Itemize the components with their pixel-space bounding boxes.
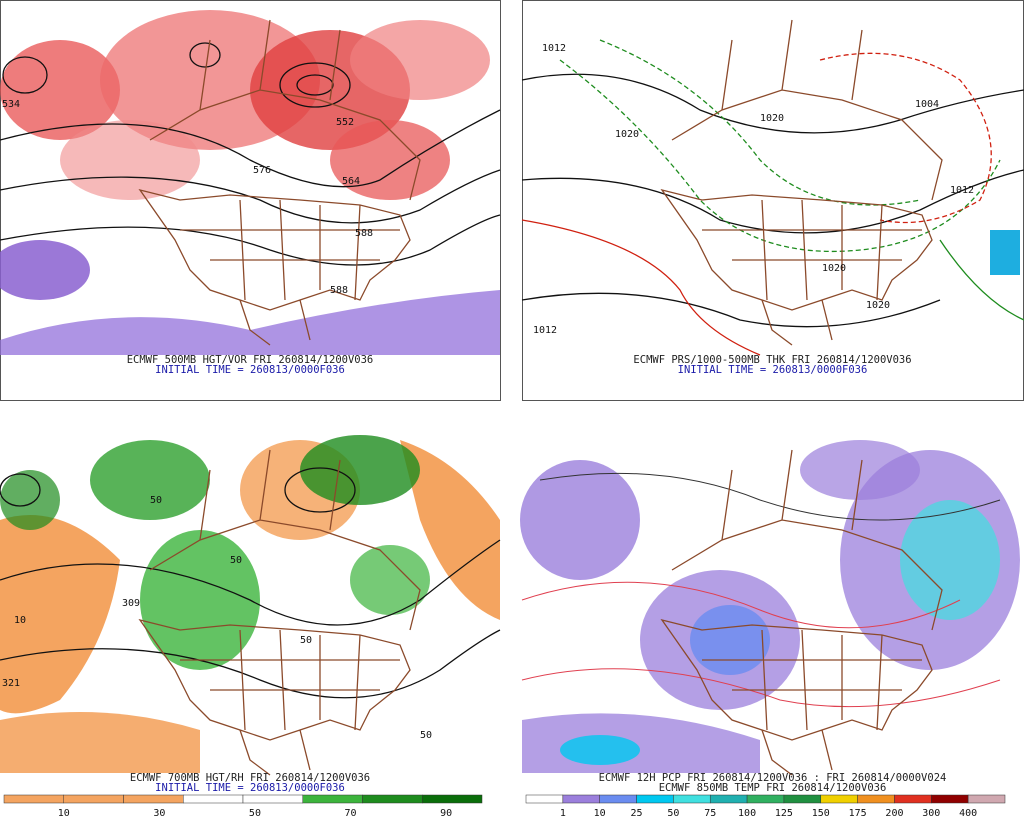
vorticity-fill (0, 10, 500, 355)
caption: ECMWF 500MB HGT/VOR FRI 260814/1200V036 (127, 354, 374, 366)
subcaption: INITIAL TIME = 260813/0000F036 (678, 364, 868, 376)
colorbar-label: 100 (738, 808, 756, 819)
contour-label: 309 (122, 598, 140, 609)
colorbar-swatch (894, 794, 932, 804)
caption: ECMWF 700MB HGT/RH FRI 260814/1200V036 (130, 772, 370, 784)
subcaption: ECMWF 850MB TEMP FRI 260814/1200V036 (659, 782, 887, 794)
contour-label: 321 (2, 678, 20, 689)
colorbar-label: 150 (812, 808, 830, 819)
panel-pressure (521, 0, 1024, 401)
contour-label: 1020 (822, 263, 846, 274)
subcaption: INITIAL TIME = 260813/0000F036 (155, 782, 345, 794)
colorbar-swatch (242, 794, 303, 804)
colorbar-swatch (709, 794, 748, 804)
colorbar-label: 300 (922, 808, 940, 819)
contour-label: 50 (150, 495, 162, 506)
caption: ECMWF PRS/1000-500MB THK FRI 260814/1200… (633, 354, 911, 366)
colorbar-swatch (362, 794, 423, 804)
colorbar-label: 10 (594, 808, 606, 819)
contour-label: 1020 (615, 129, 639, 140)
colorbar-swatch (636, 794, 674, 804)
height-contours (0, 467, 501, 699)
colorbar-swatch (123, 794, 184, 804)
contour-label: 1020 (760, 113, 784, 124)
colorbar-label: 70 (345, 808, 357, 819)
colorbar-label: 125 (775, 808, 793, 819)
colorbar-label: 1 (560, 808, 566, 819)
colorbar-label: 10 (58, 808, 70, 819)
colorbar-swatch (857, 794, 895, 804)
colorbar-label: 50 (249, 808, 261, 819)
contour-label: 588 (355, 228, 373, 239)
colorbar-label: 75 (704, 808, 716, 819)
contour-label: 1012 (950, 185, 974, 196)
panel-precip (520, 440, 1020, 776)
colorbar-swatch (746, 794, 785, 804)
contour-label: 50 (420, 730, 432, 741)
contour-label: 1012 (542, 43, 566, 54)
colorbar-swatch (63, 794, 124, 804)
panel-rh (0, 435, 501, 776)
subcaption: INITIAL TIME = 260813/0000F036 (155, 364, 345, 376)
colorbar-swatch (562, 794, 600, 804)
temp-contours (521, 472, 1001, 708)
precip-mark (990, 230, 1020, 275)
panel-vorticity (0, 0, 501, 401)
colorbar-label: 400 (959, 808, 977, 819)
colorbar-label: 50 (667, 808, 679, 819)
colorbar-label: 90 (440, 808, 452, 819)
height-contours (0, 42, 501, 266)
contour-label: 576 (253, 165, 271, 176)
colorbar-swatch (3, 794, 64, 804)
contour-label: 50 (300, 635, 312, 646)
colorbar-swatch (422, 794, 483, 804)
colorbar-swatch (525, 794, 564, 804)
colorbar-swatch (783, 794, 822, 804)
colorbar-label: 30 (153, 808, 165, 819)
rh-fill (0, 435, 500, 773)
colorbar-swatch (673, 794, 711, 804)
colorbar-swatch (183, 794, 244, 804)
contour-label: 564 (342, 176, 360, 187)
colorbar-swatch (967, 794, 1006, 804)
contour-label: 10 (14, 615, 26, 626)
colorbar-label: 175 (849, 808, 867, 819)
contour-label: 1020 (866, 300, 890, 311)
colorbar-swatch (302, 794, 363, 804)
contour-label: 552 (336, 117, 354, 128)
colorbar-label: 200 (885, 808, 903, 819)
contour-label: 588 (330, 285, 348, 296)
colorbar-swatch (931, 794, 969, 804)
colorbar-swatch (820, 794, 858, 804)
caption: ECMWF 12H PCP FRI 260814/1200V036 : FRI … (599, 772, 947, 784)
contour-label: 50 (230, 555, 242, 566)
colorbar-swatch (599, 794, 637, 804)
contour-label: 534 (2, 99, 20, 110)
colorbar-label: 25 (631, 808, 643, 819)
contour-label: 1012 (533, 325, 557, 336)
contour-label: 1004 (915, 99, 939, 110)
